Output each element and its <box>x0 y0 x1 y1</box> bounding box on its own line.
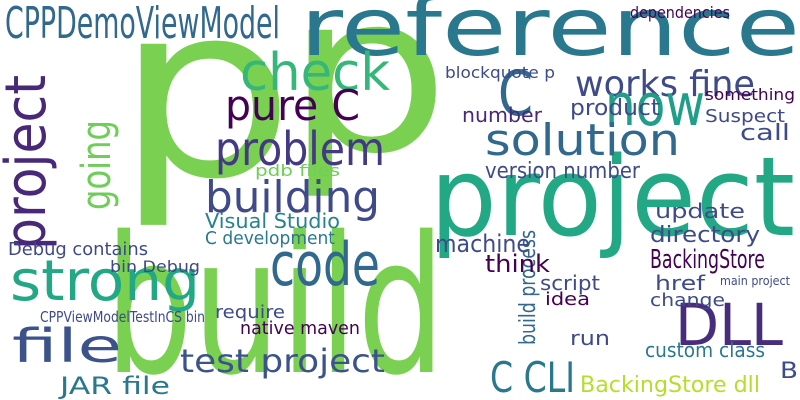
word: project <box>0 75 59 250</box>
word: building <box>205 172 380 223</box>
word: number <box>462 103 543 127</box>
word: C CLI <box>490 353 575 400</box>
word: CPPDemoViewModel <box>5 0 280 49</box>
word: BackingStore <box>650 245 765 275</box>
word: test project <box>180 342 385 380</box>
word: product <box>570 96 660 121</box>
word: CPPViewModelTestInCS bin <box>40 308 205 326</box>
word: works fine <box>575 64 755 105</box>
word: pdb files <box>255 161 340 180</box>
word: Suspect <box>705 106 785 127</box>
word: build <box>105 196 445 400</box>
word: strong <box>10 249 200 314</box>
word: C development <box>205 228 335 249</box>
word: B <box>780 359 798 384</box>
word: think <box>485 250 550 278</box>
word: solution <box>485 115 680 166</box>
word: idea <box>545 289 590 310</box>
word: C <box>498 57 533 130</box>
word: run <box>570 326 610 350</box>
word: project <box>430 133 795 261</box>
word: BackingStore dll <box>580 373 760 398</box>
word: custom class <box>645 338 765 362</box>
word: now <box>605 71 705 139</box>
word: directory <box>650 223 760 248</box>
word: machine <box>435 230 530 258</box>
word: DLL <box>675 291 783 359</box>
word: JAR file <box>57 372 170 400</box>
word: Debug contains <box>8 239 148 260</box>
word: something <box>705 85 795 104</box>
word: p <box>285 0 450 202</box>
word: reference <box>300 0 800 74</box>
word: dependencies <box>630 3 730 22</box>
word: check <box>240 43 390 103</box>
word: require <box>215 302 285 323</box>
word: script <box>540 271 600 295</box>
word: going <box>74 120 120 210</box>
word: problem <box>215 122 385 176</box>
word: file <box>12 319 122 373</box>
word: p <box>115 0 295 232</box>
word: change <box>650 290 725 311</box>
word: build process <box>516 230 541 345</box>
word: bin Debug <box>110 257 200 276</box>
word: main project <box>720 274 790 288</box>
word: call <box>740 121 790 146</box>
word: blockquote p <box>445 63 555 82</box>
word: href <box>655 271 706 295</box>
word: version number <box>485 159 641 184</box>
word: native maven <box>240 318 360 339</box>
word: code <box>270 230 380 300</box>
word: pure C <box>225 81 360 130</box>
word: Visual Studio <box>205 209 340 233</box>
word: update <box>655 199 745 223</box>
